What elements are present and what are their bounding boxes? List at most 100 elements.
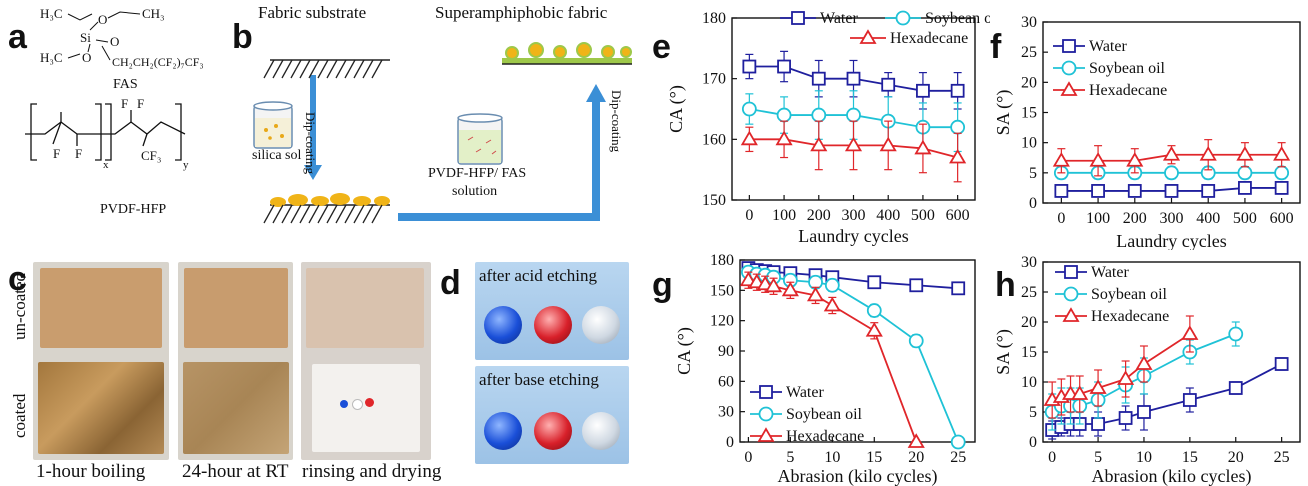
legend-marker [1064, 265, 1078, 279]
data-point-water [867, 275, 882, 290]
hatches [263, 59, 383, 224]
fabric-coated-rt [183, 362, 289, 454]
fas-structure: H₃C O CH₃ Si H₃C O O CH₂CH₂(CF₂)₇CF₃ [40, 6, 204, 69]
pvdf-hfp-name: PVDF-HFP [100, 202, 167, 217]
legend-label: Soybean oil [925, 10, 990, 27]
data-point-hexadecane [844, 136, 863, 152]
ytick-label: 0 [1029, 195, 1037, 212]
caption-rinsing: rinsing and drying [302, 461, 442, 482]
data-point-hexadecane [907, 433, 925, 448]
data-point-water [846, 71, 861, 86]
xtick-label: 300 [1160, 210, 1184, 227]
data-point-hexadecane [781, 281, 799, 297]
data-point-hexadecane [1236, 145, 1254, 161]
ytick-label: 10 [1021, 374, 1037, 391]
data-point-soybean-oil [908, 333, 924, 349]
data-point-water [1274, 181, 1289, 195]
data-point-hexadecane [865, 321, 883, 337]
xtick-label: 15 [1182, 449, 1198, 466]
data-point-water [1201, 184, 1216, 198]
legend-label: Hexadecane [1089, 82, 1167, 99]
legend-label: Hexadecane [1091, 308, 1169, 325]
fabric-coated-boiling [38, 362, 164, 454]
data-point-water [1228, 381, 1243, 395]
data-point-water [951, 281, 966, 296]
data-point-water [909, 278, 924, 293]
ytick-label: 25 [1021, 44, 1037, 61]
ytick-label: 30 [1021, 254, 1037, 271]
data-point-soybean-oil [741, 101, 757, 117]
legend-marker [1062, 39, 1076, 53]
x-axis-label: Abrasion (kilo cycles) [1092, 466, 1252, 486]
y-axis-label: SA (°) [995, 90, 1014, 136]
ytick-label: 0 [726, 434, 734, 451]
acid-droplet-blue [484, 306, 522, 344]
ytick-label: 150 [702, 192, 726, 209]
acid-label: after acid etching [479, 266, 597, 285]
xtick-label: 300 [842, 207, 866, 224]
data-point-water [1054, 184, 1069, 198]
acid-droplet-red [534, 306, 572, 344]
data-point-soybean-oil [776, 107, 792, 123]
ytick-label: 170 [702, 71, 726, 88]
panel-h-label: h [995, 266, 1016, 304]
pvdf-hfp-structure: F F F F CF₃ x y [25, 96, 189, 171]
x-axis-label: Abrasion (kilo cycles) [778, 466, 938, 486]
xtick-label: 5 [1094, 449, 1102, 466]
data-point-hexadecane [1181, 325, 1199, 340]
panel-e-label: e [652, 28, 671, 66]
base-droplet-red [534, 412, 572, 450]
caption-boiling: 1-hour boiling [36, 461, 146, 482]
row-label-uncoated: un-coated [10, 272, 29, 340]
legend-marker [759, 385, 773, 399]
xtick-label: 600 [1270, 210, 1294, 227]
ytick-label: 0 [1029, 434, 1037, 451]
xtick-label: 600 [946, 207, 970, 224]
data-point-water [777, 59, 791, 74]
data-point-hexadecane [765, 277, 783, 293]
legend-marker [1062, 307, 1080, 322]
solution-label-1: PVDF-HFP/ FAS [428, 166, 527, 181]
data-point-water [1164, 184, 1179, 198]
data-point-hexadecane [1089, 379, 1107, 394]
row-label-coated: coated [10, 393, 29, 438]
ytick-label: 180 [710, 252, 734, 269]
legend-label: Soybean oil [1091, 286, 1168, 303]
legend-marker [1061, 60, 1077, 76]
xtick-label: 200 [807, 207, 831, 224]
solution-label-2: solution [452, 184, 498, 199]
panel-b-label: b [232, 18, 253, 56]
xtick-label: 25 [950, 449, 966, 466]
panel-c-label: c [8, 260, 27, 298]
poly-cf3: CF₃ [141, 148, 161, 163]
data-point-hexadecane [1071, 385, 1089, 400]
data-point-soybean-oil [1164, 165, 1179, 181]
poly-sub-y: y [183, 159, 189, 171]
ytick-label: 15 [1021, 105, 1037, 122]
legend-marker [1060, 81, 1078, 96]
legend-label: Soybean oil [786, 406, 863, 423]
ytick-label: 10 [1021, 135, 1037, 152]
ytick-label: 60 [718, 373, 734, 390]
fas-chain: CH₂CH₂(CF₂)₇CF₃ [112, 55, 204, 69]
data-point-water [1118, 411, 1133, 425]
ytick-label: 30 [718, 404, 734, 421]
data-point-hexadecane [775, 130, 793, 146]
xtick-label: 0 [745, 207, 753, 224]
data-point-hexadecane [1135, 355, 1153, 370]
legend-marker [1063, 286, 1079, 302]
xtick-label: 100 [772, 207, 796, 224]
y-axis-label: CA (°) [674, 327, 695, 375]
xtick-label: 20 [908, 449, 924, 466]
fabric-uncoated-boiling [40, 268, 162, 348]
data-point-water [1091, 417, 1105, 431]
data-point-hexadecane [1126, 151, 1144, 167]
poly-f3: F [121, 96, 128, 111]
data-point-water [742, 59, 757, 74]
xtick-label: 100 [1086, 210, 1110, 227]
poly-sub-x: x [103, 159, 109, 171]
data-point-hexadecane [1199, 145, 1217, 161]
xtick-label: 0 [1048, 449, 1056, 466]
xtick-label: 5 [786, 449, 794, 466]
